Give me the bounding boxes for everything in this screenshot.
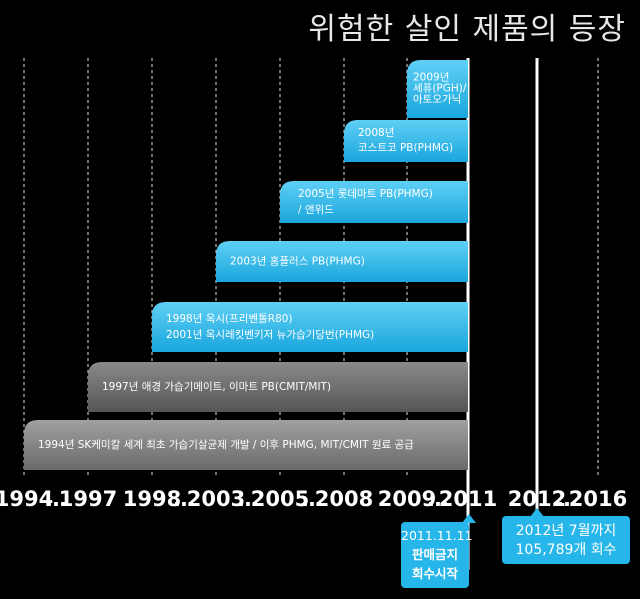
bar-label-2005-0: 2005년 롯데마트 PB(PHMG): [298, 188, 433, 200]
axis-label-13: 2012: [508, 487, 566, 511]
axis-label-1: …: [46, 487, 67, 511]
callout-2012: 2012년 7월까지 105,789개 회수: [502, 516, 630, 564]
axis-label-0: 1994: [0, 487, 53, 511]
axis-label-2: 1997: [59, 487, 117, 511]
bar-label-1998-1: 2001년 옥시레킷벤키저 뉴가습기당번(PHMG): [166, 329, 374, 341]
bar-2008: [344, 120, 468, 162]
bar-label-2009-0: 2009년: [413, 72, 449, 84]
axis-label-12: 2011: [439, 487, 497, 511]
axis-label-10: 2009: [378, 487, 436, 511]
bar-label-2009-1: 세퓨(PGH)/: [413, 83, 467, 95]
chart-title: 위험한 살인 제품의 등장: [308, 12, 626, 47]
bar-2005: [280, 181, 468, 223]
axis-label-6: …: [238, 487, 259, 511]
bar-label-1998-0: 1998년 옥시(프리벤톨R80): [166, 313, 293, 325]
bar-label-2008-0: 2008년: [358, 127, 394, 139]
axis-label-9: 2008: [315, 487, 373, 511]
bar-1998: [152, 302, 468, 352]
bar-2003: [216, 241, 468, 282]
bar-1997: [88, 362, 468, 412]
axis-label-4: …: [174, 487, 195, 511]
axis-label-5: 2003: [187, 487, 245, 511]
axis-label-11: …: [428, 487, 449, 511]
bar-label-2009-2: 아토오가닉: [413, 94, 461, 106]
axis-label-8: …: [302, 487, 323, 511]
bar-2009: [407, 60, 468, 118]
bar-label-2008-1: 코스트코 PB(PHMG): [358, 142, 453, 154]
axis-label-14: …: [557, 487, 578, 511]
bar-label-2005-1: / 앤위드: [298, 203, 334, 216]
bar-1994: [24, 420, 468, 470]
bar-label-1997-0: 1997년 애경 가습기메이트, 이마트 PB(CMIT/MIT): [102, 380, 331, 393]
axis-label-7: 2005: [251, 487, 309, 511]
callout-pointer-2011: [462, 514, 476, 523]
axis-label-3: 1998: [123, 487, 181, 511]
callout-2011-line-0: 2011.11.11: [401, 528, 473, 543]
bar-label-1994-0: 1994년 SK케미칼 세계 최초 가습기살균제 개발 / 이후 PHMG, M…: [38, 438, 414, 451]
callout-2011-line-2: 회수시작: [411, 566, 458, 581]
bar-label-2003-0: 2003년 홈플러스 PB(PHMG): [230, 255, 365, 268]
callout-2011-line-1: 판매금지: [411, 547, 458, 562]
callout-2012-line-1: 105,789개 회수: [515, 542, 617, 558]
callout-2012-line-0: 2012년 7월까지: [515, 523, 617, 539]
axis-label-15: 2016: [569, 487, 627, 511]
callout-pointer-2012: [530, 508, 544, 517]
